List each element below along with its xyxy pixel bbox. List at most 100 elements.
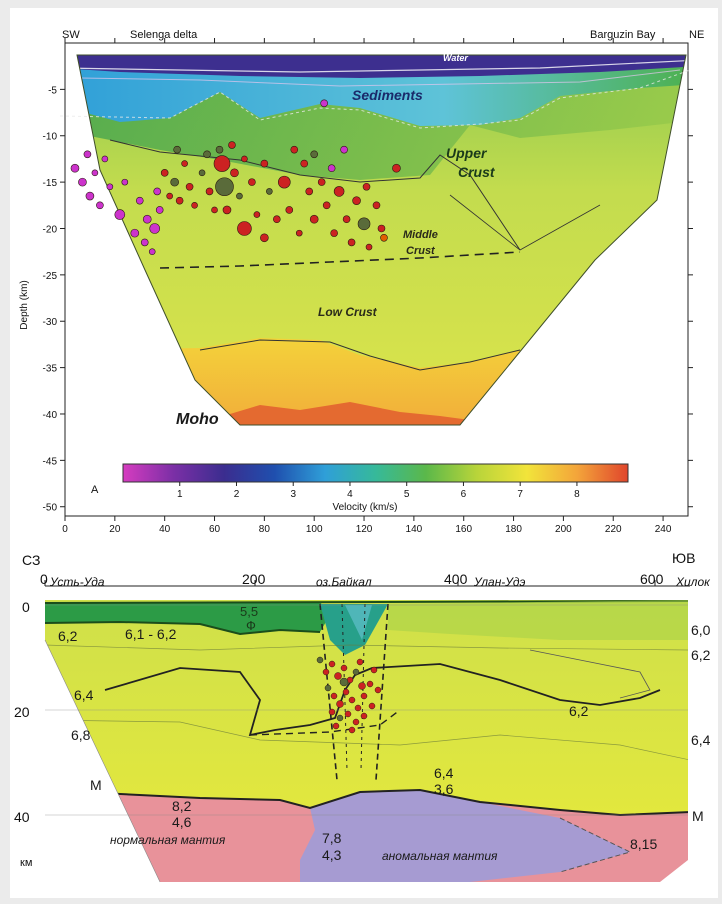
earthquake-event — [215, 145, 224, 154]
earthquake-event — [173, 145, 181, 154]
velocity-label-4-6: 4,6 — [172, 814, 192, 830]
earthquake-event — [334, 672, 342, 680]
y-tick-label: -15 — [43, 178, 58, 189]
earthquake-event — [330, 229, 338, 237]
bottom-earthquake-events — [316, 656, 382, 734]
colorbar-tick-label: 8 — [574, 489, 580, 500]
earthquake-event — [211, 206, 218, 214]
earthquake-event — [236, 192, 243, 200]
layer-label-water: Water — [443, 53, 468, 63]
water-layer — [77, 55, 686, 78]
earthquake-event — [368, 702, 376, 710]
moho-label-left: М — [90, 777, 102, 793]
earthquake-event — [374, 686, 382, 694]
velocity-label-8-2: 8,2 — [172, 798, 192, 814]
earthquake-event — [356, 658, 364, 666]
layer-label-moho: Moho — [176, 411, 219, 428]
earthquake-event — [372, 201, 381, 210]
x-tick-label: 60 — [209, 524, 221, 535]
layer-label-upper-crust-1: Upper — [446, 145, 488, 161]
earthquake-event — [290, 145, 299, 154]
bottom-x-tick-0: 0 — [40, 571, 48, 587]
colorbar-tick-label: 2 — [234, 489, 240, 500]
earthquake-event — [365, 243, 373, 251]
velocity-label-3-6: 3,6 — [434, 781, 454, 797]
x-tick-label: 180 — [505, 524, 522, 535]
velocity-label-6-4-left: 6,4 — [74, 687, 94, 703]
earthquake-event — [348, 696, 356, 704]
earthquake-event — [96, 201, 104, 210]
earthquake-event — [300, 159, 309, 168]
colorbar — [122, 463, 629, 483]
colorbar-label: Velocity (km/s) — [332, 502, 397, 513]
y-tick-label: -40 — [43, 410, 58, 421]
location-label-ust-uda: Усть-Уда — [49, 575, 105, 589]
earthquake-event — [360, 712, 368, 720]
earthquake-event — [327, 164, 336, 173]
earthquake-event — [248, 178, 256, 186]
earthquake-event — [328, 708, 336, 716]
earthquake-event — [91, 169, 99, 177]
earthquake-event — [362, 182, 371, 191]
velocity-section — [77, 55, 686, 425]
panel-letter: A — [91, 484, 99, 496]
earthquake-event — [320, 99, 328, 108]
earthquake-event — [83, 150, 92, 159]
velocity-label-6-0: 6,0 — [691, 622, 711, 638]
x-tick-label: 220 — [605, 524, 622, 535]
bottom-x-tick-200: 200 — [242, 571, 266, 587]
top-axes-frame — [64, 42, 689, 517]
earthquake-event — [170, 177, 179, 187]
earthquake-event — [185, 182, 194, 191]
earthquake-event — [332, 722, 340, 730]
earthquake-event — [328, 660, 336, 668]
earthquake-event — [366, 680, 374, 688]
earthquake-event — [317, 178, 326, 186]
earthquake-event — [339, 677, 349, 687]
x-tick-label: 240 — [655, 524, 672, 535]
earthquake-event — [340, 664, 348, 672]
earthquake-event — [121, 178, 129, 186]
velocity-label-6-2-left: 6,2 — [58, 628, 78, 644]
earthquake-event — [333, 186, 345, 197]
earthquake-event — [260, 159, 269, 168]
earthquake-event — [336, 714, 344, 722]
moho-label-right: М — [692, 808, 704, 824]
earthquake-event — [322, 201, 331, 210]
earthquake-event — [295, 229, 303, 237]
y-tick-label: -20 — [43, 224, 58, 235]
x-tick-label: 40 — [159, 524, 171, 535]
earthquake-event — [347, 238, 356, 247]
panel-top: Water Sediments Upper Crust Middle Crust… — [19, 29, 704, 535]
earthquake-event — [352, 718, 360, 726]
earthquake-event — [357, 217, 371, 231]
corner-label-ne: NE — [689, 29, 704, 41]
earthquake-event — [114, 209, 126, 220]
earthquake-event — [237, 221, 252, 236]
velocity-label-6-8: 6,8 — [71, 727, 91, 743]
earthquake-event — [336, 700, 344, 708]
top-x-axis: 0 20 40 60 80 100 120 140 160 180 200 220 240 — [62, 38, 672, 535]
earthquake-event — [310, 150, 319, 159]
earthquake-events — [70, 99, 401, 255]
earthquake-event — [130, 228, 140, 238]
colorbar-tick-label: 1 — [177, 489, 183, 500]
earthquake-event — [160, 169, 169, 177]
colorbar-tick-label: 6 — [461, 489, 467, 500]
earthquake-event — [260, 233, 269, 243]
earthquake-event — [85, 191, 95, 201]
earthquake-event — [142, 214, 152, 224]
velocity-label-7-8: 7,8 — [322, 830, 342, 846]
location-label-baikal: оз.Байкал — [316, 575, 372, 589]
bottom-x-tick-400: 400 — [444, 571, 468, 587]
earthquake-event — [198, 169, 206, 177]
earthquake-event — [358, 682, 366, 690]
earthquake-event — [340, 145, 348, 154]
earthquake-event — [305, 187, 314, 196]
mantle-label-normal: нормальная мантия — [110, 833, 226, 847]
bottom-y-unit: км — [20, 857, 32, 869]
colorbar-tick-label: 7 — [517, 489, 523, 500]
x-tick-label: 0 — [62, 524, 68, 535]
